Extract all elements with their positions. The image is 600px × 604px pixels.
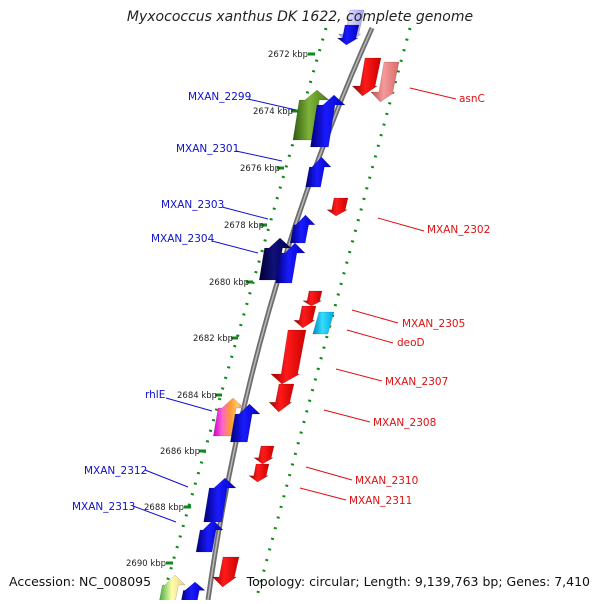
tick-label: 2678 kbp [224, 221, 264, 231]
gene-mxan-2307[interactable] [270, 329, 307, 385]
gene-label-mxan-2304[interactable]: MXAN_2304 [151, 233, 215, 245]
gene-top-partial-2[interactable] [336, 24, 360, 46]
gene-label-mxan-2313[interactable]: MXAN_2313 [72, 501, 135, 513]
gene-label-mxan-2302[interactable]: MXAN_2302 [427, 224, 490, 236]
leader-mxan-2301 [235, 150, 283, 162]
gene-label-mxan-2311[interactable]: MXAN_2311 [349, 495, 412, 507]
tick-label: 2672 kbp [268, 50, 308, 60]
gene-label-rhle[interactable]: rhlE [145, 389, 165, 401]
gene-mxan-2305[interactable] [301, 290, 323, 307]
gene-mxan-2306[interactable] [293, 305, 317, 329]
tick-label: 2674 kbp [253, 107, 293, 117]
tick-label: 2680 kbp [209, 278, 249, 288]
tick-label: 2682 kbp [193, 334, 233, 344]
gene-bottom-light[interactable] [158, 574, 186, 604]
leader-mxan-2311 [299, 487, 347, 501]
tick-label: 2690 kbp [126, 559, 166, 569]
leader-deod [346, 329, 394, 344]
gene-mxan-2311[interactable] [248, 463, 270, 483]
gene-asnc[interactable] [351, 57, 382, 97]
gene-mxan-2308[interactable] [268, 383, 295, 413]
leader-rhle [165, 397, 213, 412]
gene-deod[interactable] [312, 311, 335, 335]
gene-mxan-2303[interactable] [289, 214, 316, 244]
gene-label-mxan-2303[interactable]: MXAN_2303 [161, 199, 224, 211]
leader-mxan-2307 [335, 368, 383, 382]
gene-label-mxan-2307[interactable]: MXAN_2307 [385, 376, 448, 388]
tick-label: 2684 kbp [177, 391, 217, 401]
gene-bottom-red[interactable] [211, 556, 240, 588]
gene-mxan-2302[interactable] [326, 197, 349, 217]
tick-label: 2688 kbp [144, 503, 184, 513]
accession-text: Accession: NC_008095 [9, 574, 152, 589]
gene-mxan-2304-a[interactable] [258, 237, 292, 281]
leader-mxan-2312 [144, 469, 189, 488]
gene-bottom-blue[interactable] [180, 581, 206, 604]
gene-rhle-neighbor[interactable] [230, 403, 261, 443]
gene-mxan-2304-b[interactable] [275, 242, 306, 284]
gene-mxan-2312[interactable] [203, 477, 237, 523]
gene-red-pink[interactable] [370, 61, 400, 103]
gene-label-mxan-2299[interactable]: MXAN_2299 [188, 91, 251, 103]
leader-mxan-2313 [132, 505, 177, 523]
gene-mxan-2310[interactable] [253, 445, 275, 465]
tick-label: 2676 kbp [240, 164, 280, 174]
leader-mxan-2308 [323, 409, 371, 423]
leader-asnc [409, 87, 457, 100]
gene-mxan-2313[interactable] [195, 519, 224, 553]
leader-mxan-2310 [305, 466, 353, 481]
leader-mxan-2302 [377, 217, 425, 232]
map-title: Myxococcus xanthus DK 1622, complete gen… [126, 9, 474, 25]
gene-label-asnc[interactable]: asnC [459, 93, 485, 105]
gene-label-mxan-2312[interactable]: MXAN_2312 [84, 465, 147, 477]
tick-label: 2686 kbp [160, 447, 200, 457]
gene-rhle[interactable] [213, 397, 245, 437]
gene-label-mxan-2305[interactable]: MXAN_2305 [402, 318, 465, 330]
gene-mxan-2301[interactable] [305, 156, 332, 188]
gene-label-deod[interactable]: deoD [397, 337, 425, 349]
leader-mxan-2305 [351, 309, 399, 324]
gene-label-mxan-2301[interactable]: MXAN_2301 [176, 143, 239, 155]
leader-mxan-2304 [211, 240, 259, 254]
leader-mxan-2303 [221, 206, 269, 220]
gene-mxan-2299[interactable] [292, 89, 330, 141]
gene-mxan-2300[interactable] [310, 94, 346, 148]
topology-text: Topology: circular; Length: 9,139,763 bp… [246, 574, 590, 589]
gene-label-mxan-2310[interactable]: MXAN_2310 [355, 475, 418, 487]
gene-label-mxan-2308[interactable]: MXAN_2308 [373, 417, 436, 429]
leader-mxan-2299 [247, 98, 297, 111]
